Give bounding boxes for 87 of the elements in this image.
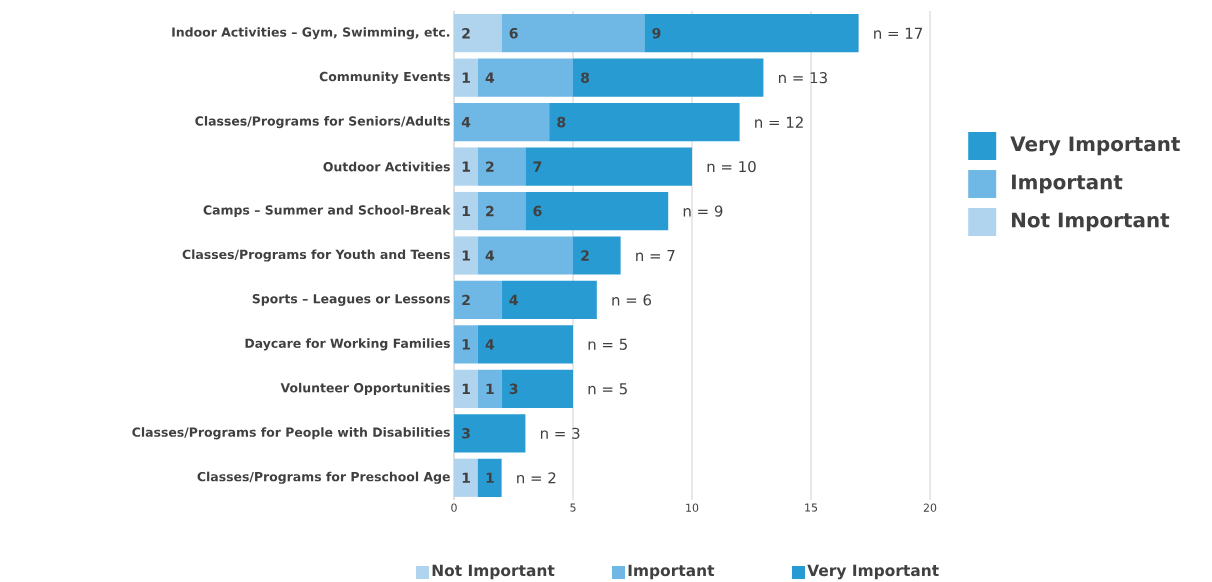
bar (477, 236, 574, 275)
bar (477, 58, 574, 97)
data-label: 1 (462, 250, 470, 261)
data-label: 4 (509, 294, 518, 306)
x-tick-label: 20 (923, 503, 937, 512)
data-label: 9 (652, 27, 661, 39)
data-label: 1 (462, 161, 470, 172)
total-label: n = 9 (683, 205, 723, 217)
data-label: 6 (533, 205, 542, 217)
bar (477, 458, 502, 497)
x-tick-label: 0 (451, 503, 457, 512)
data-label: 2 (462, 28, 470, 39)
y-tick-label: Camps – Summer and School-Break (203, 205, 451, 218)
data-label: 1 (486, 383, 494, 394)
data-label: 1 (462, 339, 470, 350)
bar (573, 236, 621, 275)
bar (549, 103, 740, 142)
data-label: 1 (462, 472, 470, 483)
bar (501, 280, 597, 320)
total-label: n = 2 (517, 472, 556, 484)
data-label: 4 (485, 72, 495, 83)
data-label: 2 (462, 294, 470, 306)
bar (477, 325, 574, 364)
data-label: 4 (461, 117, 471, 128)
bar (454, 14, 502, 53)
data-label: 2 (486, 205, 494, 217)
data-label: 8 (581, 72, 590, 83)
bar (525, 147, 693, 186)
data-label: 3 (509, 383, 518, 395)
total-label: n = 12 (755, 116, 803, 128)
bar (525, 191, 669, 231)
total-label: n = 5 (588, 383, 627, 395)
bar (644, 14, 859, 53)
bar (454, 58, 478, 97)
bar (477, 191, 526, 231)
data-label: 2 (486, 161, 494, 172)
data-label: 8 (557, 116, 566, 128)
text: Very Important (1010, 136, 1180, 156)
bar (477, 369, 502, 408)
y-tick-label: Outdoor Activities (323, 161, 450, 172)
data-label: 2 (581, 250, 589, 261)
legend-label: Not Important (432, 564, 555, 580)
bar (454, 191, 478, 231)
data-label: 1 (462, 205, 470, 217)
total-label: n = 5 (588, 338, 627, 350)
total-label: n = 13 (778, 72, 827, 84)
x-tick-label: 15 (805, 503, 818, 512)
bar (454, 458, 478, 497)
bar (454, 103, 550, 142)
y-tick-label: Volunteer Opportunities (280, 382, 450, 395)
bar (501, 369, 574, 408)
y-tick-label: Sports – Leagues or Lessons (252, 293, 450, 306)
bar (454, 280, 502, 320)
y-tick-label: Classes/Programs for Seniors/Adults (195, 116, 450, 129)
x-tick-label: 10 (686, 503, 699, 512)
legend-label: Very Important (807, 564, 939, 580)
total-label: n = 17 (874, 27, 923, 39)
total-label: n = 10 (707, 160, 756, 173)
data-label: 4 (485, 339, 495, 350)
legend-label: Important (628, 564, 715, 580)
y-tick-label: Indoor Activities – Gym, Swimming, etc. (172, 27, 450, 40)
bar (454, 147, 478, 186)
data-label: 7 (533, 161, 542, 172)
data-label: 6 (509, 27, 518, 39)
data-label: 3 (462, 428, 470, 439)
bar (454, 369, 478, 408)
x-tick-label: 5 (570, 503, 576, 512)
total-label: n = 7 (636, 250, 675, 261)
text: Not Important (1012, 212, 1170, 232)
total-label: n = 6 (612, 294, 652, 306)
data-label: 1 (486, 472, 494, 483)
bar (477, 147, 526, 186)
y-tick-label: Classes/Programs for People with Disabilities (132, 427, 450, 440)
bar (454, 325, 478, 364)
y-tick-label: Community Events (319, 71, 450, 84)
total-label: n = 3 (540, 427, 580, 439)
y-tick-label: Daycare for Working Families (245, 338, 450, 351)
y-tick-label: Classes/Programs for Youth and Teens (182, 249, 450, 262)
y-tick-label: Classes/Programs for Preschool Age (197, 471, 450, 484)
data-label: 1 (462, 72, 470, 83)
bar (501, 14, 645, 53)
text: Important (1012, 174, 1123, 194)
bar (573, 58, 764, 97)
bar (454, 414, 526, 453)
data-label: 1 (462, 383, 470, 394)
data-label: 4 (485, 250, 495, 261)
bar (454, 236, 478, 275)
